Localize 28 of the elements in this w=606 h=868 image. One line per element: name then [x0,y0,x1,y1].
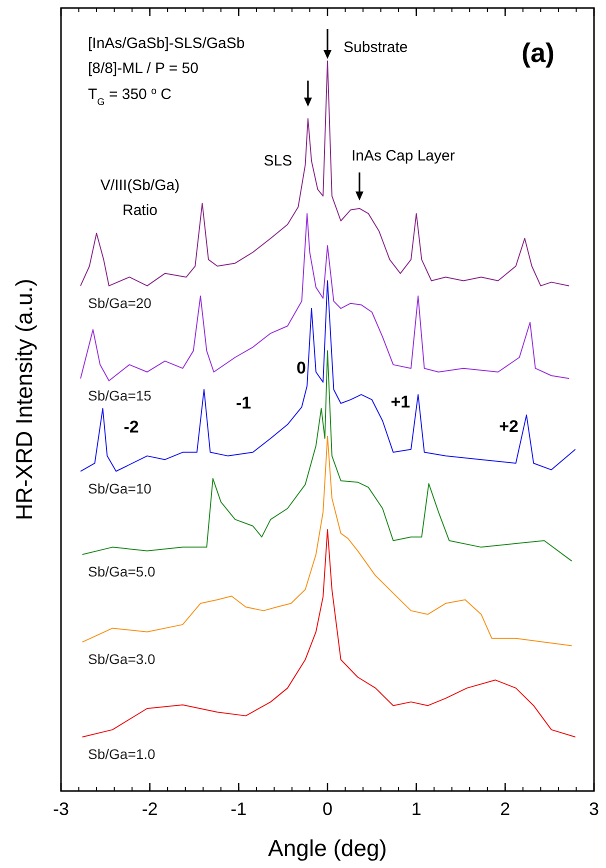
annotation: InAs Cap Layer [351,147,455,164]
x-tick-label: 3 [588,799,600,819]
x-tick-label: -2 [142,799,158,819]
text: [InAs/GaSb]-SLS/GaSb [88,35,245,52]
x-tick-label: 2 [500,799,510,819]
annotation: -1 [236,394,252,412]
series-label: Sb/Ga=5.0 [88,563,156,580]
series-label: Sb/Ga=15 [88,388,152,404]
annotation: 0 [296,358,306,378]
x-tick-label: 1 [411,799,422,819]
annotation: T$_{G}$ = 350 $^{o}$C [88,86,172,108]
annotation: V/III(Sb/Ga) Ratio [100,177,180,219]
series-label: Sb/Ga=10 [88,480,152,496]
annotation: [8/8]-ML / P = 50 [88,60,198,77]
x-axis-title: Angle (deg) [268,835,387,861]
annotation: +2 [499,417,518,436]
series-label: Sb/Ga=3.0 [88,651,156,668]
x-tick-label: 0 [322,799,333,819]
x-tick-label: -1 [230,799,247,819]
annotation: +1 [390,392,410,412]
annotation: (a) [522,38,554,68]
y-axis-title: HR-XRD Intensity (a.u.) [11,278,37,520]
series-label: Sb/Ga=1.0 [88,746,156,762]
annotation: Substrate [344,39,408,56]
annotation: SLS [264,152,292,170]
series-label: Sb/Ga=20 [88,294,152,311]
x-tick-label: -3 [52,799,70,819]
annotation: -2 [124,417,139,436]
